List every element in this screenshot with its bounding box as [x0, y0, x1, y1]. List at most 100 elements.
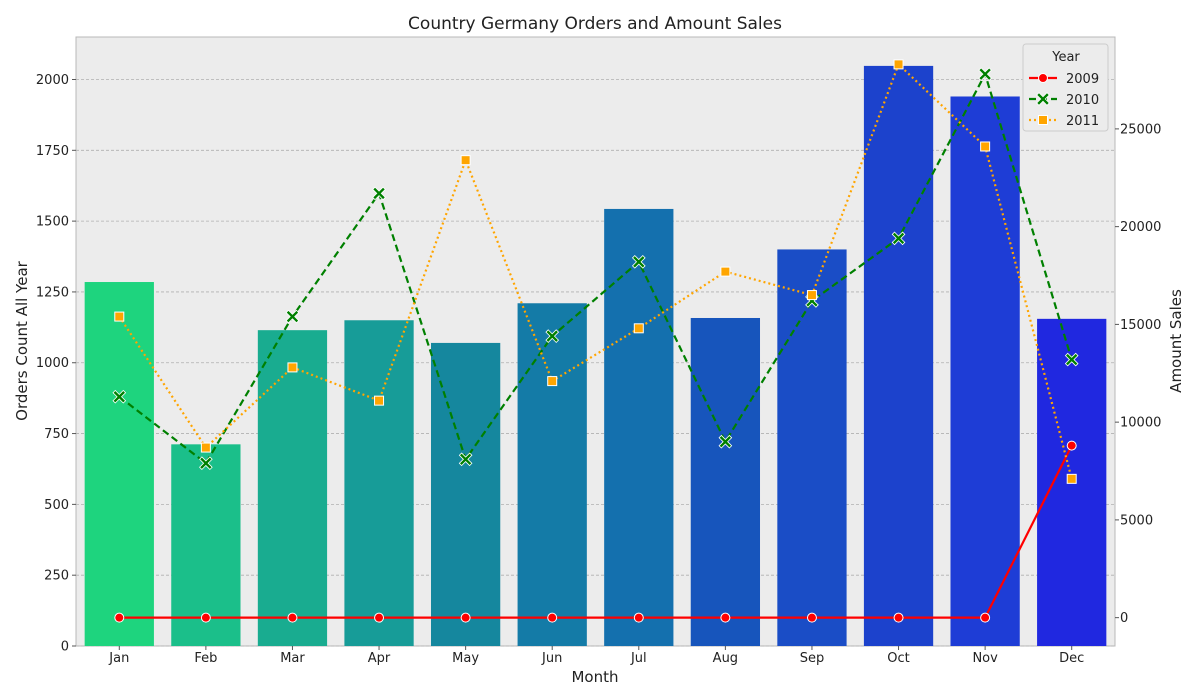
bar-feb — [171, 444, 241, 646]
legend-title: Year — [1051, 50, 1080, 65]
point-2010-nov — [979, 68, 991, 80]
point-2011-mar — [287, 362, 298, 373]
point-2010-dec — [1066, 353, 1078, 366]
right-tick-label: 20000 — [1120, 220, 1161, 235]
point-2010-oct — [892, 232, 905, 245]
point-2011-apr — [374, 395, 385, 406]
x-tick-label: Jul — [630, 651, 647, 666]
legend-frame — [1022, 43, 1109, 132]
point-2010-may — [459, 453, 472, 465]
right-tick-label: 10000 — [1120, 416, 1161, 431]
point-2011-aug — [720, 266, 731, 277]
point-2010-apr — [373, 187, 385, 200]
legend-marker-2010 — [1037, 93, 1049, 105]
point-2010-jan — [113, 391, 125, 403]
bar-apr — [344, 320, 414, 646]
right-tick-label: 25000 — [1120, 122, 1161, 137]
point-2011-may — [460, 155, 471, 166]
point-2011-sep — [806, 290, 817, 301]
bar-jun — [517, 303, 587, 646]
left-tick-label: 1000 — [36, 356, 69, 371]
x-axis: Jan Feb Mar Apr May Jun Jul Aug Sep Oct Nov Dec — [108, 646, 1084, 666]
x-tick-label: Dec — [1059, 651, 1084, 666]
point-2011-jan — [114, 311, 125, 322]
point-2010-aug — [719, 435, 732, 448]
point-2011-feb — [200, 442, 211, 453]
point-2010-jul — [633, 256, 645, 268]
point-2011-dec — [1066, 473, 1077, 484]
point-2009-mar — [287, 612, 298, 623]
bar-may — [430, 342, 501, 646]
left-tick-label: 1250 — [36, 285, 69, 300]
point-2009-sep — [806, 612, 817, 623]
point-2009-may — [460, 612, 471, 623]
bar-mar — [257, 330, 328, 646]
point-2011-nov — [980, 141, 991, 152]
x-tick-label: Jun — [541, 651, 562, 666]
left-tick-label: 1750 — [36, 144, 69, 159]
x-tick-label: May — [452, 651, 479, 666]
point-2009-jun — [547, 612, 558, 623]
line-series — [112, 59, 1079, 623]
x-tick-label: Apr — [368, 651, 391, 666]
right-axis: 0 5000 10000 15000 20000 25000 — [1115, 122, 1161, 626]
legend-marker-2011 — [1038, 115, 1048, 125]
series-2010 — [112, 67, 1079, 471]
point-2010-jun — [546, 330, 558, 342]
point-2009-oct — [893, 612, 904, 623]
right-tick-label: 15000 — [1120, 318, 1161, 333]
left-tick-label: 2000 — [36, 73, 69, 88]
point-2009-jul — [633, 612, 644, 623]
point-2011-jul — [633, 323, 644, 334]
bar-sep — [777, 249, 847, 646]
legend-label-2010: 2010 — [1066, 93, 1099, 108]
legend-marker-2009 — [1038, 73, 1048, 83]
point-2010-mar — [286, 310, 299, 323]
x-axis-title: Month — [571, 668, 618, 686]
y-axis-title: Orders Count All Year — [13, 260, 31, 420]
line-2009 — [119, 445, 1073, 619]
point-2009-dec — [1066, 440, 1077, 451]
left-axis: 0 250 500 750 1000 1250 1500 1750 2000 — [36, 73, 76, 655]
left-tick-label: 0 — [61, 640, 69, 655]
left-tick-label: 500 — [44, 498, 69, 513]
x-tick-label: Oct — [887, 651, 909, 666]
x-tick-label: Nov — [972, 651, 998, 666]
x-tick-label: Mar — [280, 651, 305, 666]
point-2011-jun — [547, 376, 558, 387]
line-2010 — [118, 73, 1073, 465]
point-2009-nov — [980, 612, 991, 623]
x-tick-label: Sep — [800, 651, 825, 666]
legend-label-2009: 2009 — [1066, 72, 1099, 87]
right-tick-label: 5000 — [1120, 513, 1153, 528]
bar-oct — [863, 65, 934, 646]
bar-nov — [950, 96, 1020, 647]
x-tick-label: Aug — [713, 651, 738, 666]
point-2009-apr — [374, 612, 385, 623]
bar-jan — [84, 282, 154, 646]
point-2009-aug — [720, 612, 731, 623]
series-2011 — [114, 59, 1077, 484]
plot-background — [75, 36, 1116, 647]
y2-axis-title: Amount Sales — [1167, 289, 1185, 393]
point-2010-feb — [200, 457, 212, 469]
gridlines — [76, 79, 1115, 647]
point-2009-jan — [114, 612, 125, 623]
legend-label-2011: 2011 — [1066, 114, 1099, 129]
point-2011-oct — [893, 59, 904, 70]
series-2009 — [114, 440, 1077, 623]
right-tick-label: 0 — [1120, 611, 1128, 626]
left-tick-label: 250 — [44, 569, 69, 584]
x-tick-label: Feb — [194, 651, 217, 666]
left-tick-label: 750 — [44, 427, 69, 442]
legend: Year 2009 2010 2011 — [1022, 43, 1109, 132]
chart-title: Country Germany Orders and Amount Sales — [408, 14, 782, 34]
x-tick-label: Jan — [108, 651, 129, 666]
bars — [84, 65, 1107, 647]
line-2011 — [118, 63, 1073, 480]
left-tick-label: 1500 — [36, 215, 69, 230]
bar-aug — [690, 317, 761, 646]
point-2009-feb — [200, 612, 211, 623]
bar-jul — [604, 208, 674, 646]
